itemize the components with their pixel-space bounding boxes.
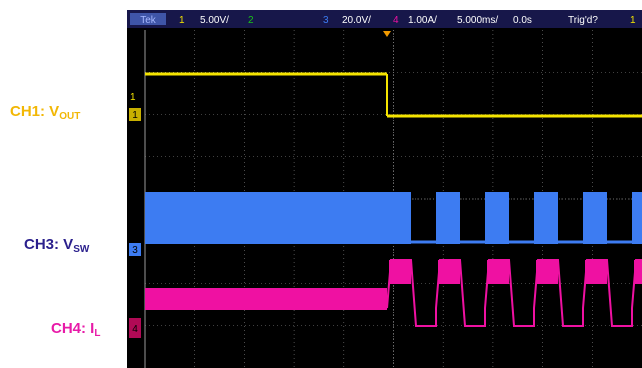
ch3-number: 3 bbox=[323, 15, 329, 26]
ch4-il-label: CH4: IL bbox=[51, 320, 101, 339]
ch4-trace bbox=[145, 259, 642, 327]
tek-badge-label: Tek bbox=[140, 15, 157, 26]
ch4-scale: 1.00A/ bbox=[408, 15, 437, 26]
ch3-vsw-label: CH3: VSW bbox=[24, 236, 90, 255]
svg-text:3: 3 bbox=[132, 245, 138, 256]
trigger-position-marker[interactable] bbox=[383, 31, 391, 37]
oscilloscope-display: Tek 1 5.00V/ 2 3 20.0V/ 4 1.00A/ 5.000ms… bbox=[127, 10, 642, 368]
ch3-scale: 20.0V/ bbox=[342, 15, 371, 26]
ch4-marker[interactable]: 4 bbox=[129, 318, 141, 338]
ch4-number: 4 bbox=[393, 15, 399, 26]
tek-badge bbox=[130, 13, 166, 25]
svg-text:1: 1 bbox=[130, 92, 136, 103]
ch1-number: 1 bbox=[179, 15, 185, 26]
ch1-trace bbox=[145, 72, 642, 118]
trigger-channel: 1 bbox=[630, 15, 636, 26]
timebase: 5.000ms/ bbox=[457, 15, 498, 26]
ch1-ground-marker[interactable]: 1 bbox=[129, 108, 141, 121]
ch1-marker[interactable]: 1 bbox=[130, 92, 136, 103]
oscilloscope-screen: Tek 1 5.00V/ 2 3 20.0V/ 4 1.00A/ 5.000ms… bbox=[127, 10, 642, 368]
ch3-marker[interactable]: 3 bbox=[129, 243, 141, 256]
svg-text:1: 1 bbox=[132, 110, 138, 121]
ch1-scale: 5.00V/ bbox=[200, 15, 229, 26]
trigger-delay: 0.0s bbox=[513, 15, 532, 26]
ch1-vout-label: CH1: VOUT bbox=[10, 103, 81, 122]
ch3-trace bbox=[145, 192, 642, 244]
ch2-number: 2 bbox=[248, 15, 254, 26]
trigger-status: Trig'd? bbox=[568, 15, 598, 26]
svg-text:4: 4 bbox=[132, 324, 138, 335]
status-bar bbox=[127, 10, 642, 28]
